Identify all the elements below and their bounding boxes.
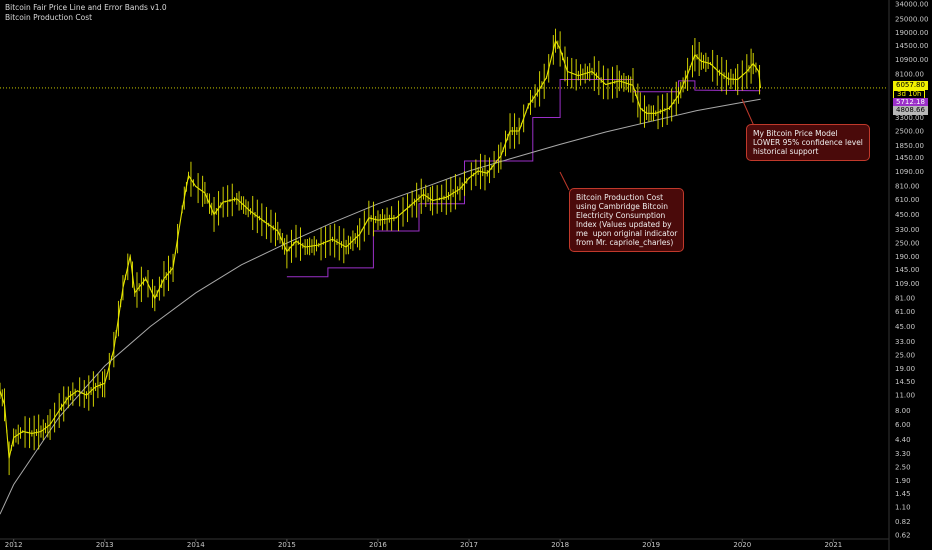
y-tick-label: 330.00 [895, 226, 920, 234]
x-tick-label: 2019 [642, 541, 660, 549]
y-tick-label: 25.00 [895, 352, 915, 360]
support-curve-line [0, 98, 761, 515]
y-tick-label: 610.00 [895, 196, 920, 204]
y-tick-label: 34000.00 [895, 1, 928, 9]
x-tick-label: 2012 [5, 541, 23, 549]
x-tick-label: 2013 [96, 541, 114, 549]
model-support-callout: My Bitcoin Price Model LOWER 95% confide… [746, 124, 870, 161]
y-tick-label: 145.00 [895, 266, 920, 274]
y-tick-label: 81.00 [895, 294, 915, 302]
x-tick-label: 2015 [278, 541, 296, 549]
y-tick-label: 1.10 [895, 504, 911, 512]
last-price-tag: 6057.80 [893, 81, 928, 90]
plot-area [0, 0, 890, 550]
y-tick-label: 190.00 [895, 253, 920, 261]
indicator-legend[interactable]: Bitcoin Fair Price Line and Error Bands … [5, 3, 167, 23]
y-tick-label: 25000.00 [895, 15, 928, 23]
y-tick-label: 250.00 [895, 240, 920, 248]
y-tick-label: 1090.00 [895, 168, 924, 176]
y-tick-label: 14.50 [895, 378, 915, 386]
y-tick-label: 14500.00 [895, 42, 928, 50]
y-tick-label: 19000.00 [895, 29, 928, 37]
production-cost-callout: Bitcoin Production Cost using Cambridge … [569, 188, 685, 252]
price-axis[interactable]: 34000.00 25000.00 19000.00 14500.00 10900.00… [895, 1, 928, 540]
y-tick-label: 1.45 [895, 490, 911, 498]
y-tick-label: 1.90 [895, 477, 911, 485]
y-tick-label: 33.00 [895, 338, 915, 346]
y-tick-label: 450.00 [895, 211, 920, 219]
y-tick-label: 2.50 [895, 464, 911, 472]
y-tick-label: 109.00 [895, 280, 920, 288]
y-tick-label: 4.40 [895, 436, 911, 444]
y-tick-label: 45.00 [895, 323, 915, 331]
y-tick-label: 1450.00 [895, 154, 924, 162]
y-tick-label: 3300.00 [895, 114, 924, 122]
y-tick-label: 810.00 [895, 182, 920, 190]
x-tick-label: 2021 [824, 541, 842, 549]
y-tick-label: 0.82 [895, 518, 911, 526]
support-callout-pointer [741, 98, 755, 127]
x-tick-label: 2020 [733, 541, 751, 549]
legend-fair-price[interactable]: Bitcoin Fair Price Line and Error Bands … [5, 3, 167, 12]
y-tick-label: 0.62 [895, 532, 911, 540]
time-axis[interactable]: 2012 2013 2014 2015 2016 2017 2018 2019 2020 2021 [5, 539, 843, 549]
y-tick-label: 2500.00 [895, 128, 924, 136]
production-cost-tag: 5712.18 [893, 98, 928, 107]
y-tick-label: 6.00 [895, 421, 911, 429]
y-tick-label: 11.00 [895, 392, 915, 400]
y-tick-label: 10900.00 [895, 56, 928, 64]
x-tick-label: 2016 [369, 541, 387, 549]
production-cost-line [286, 79, 761, 278]
y-tick-label: 61.00 [895, 308, 915, 316]
support-level-tag: 4808.66 [893, 106, 928, 115]
y-tick-label: 1850.00 [895, 142, 924, 150]
production-callout-pointer [559, 171, 570, 191]
y-tick-label: 8.00 [895, 407, 911, 415]
x-tick-label: 2018 [551, 541, 569, 549]
x-tick-label: 2017 [460, 541, 478, 549]
y-tick-label: 8100.00 [895, 70, 924, 78]
legend-production-cost[interactable]: Bitcoin Production Cost [5, 13, 93, 22]
y-tick-label: 3.30 [895, 450, 911, 458]
x-tick-label: 2014 [187, 541, 205, 549]
y-tick-label: 19.00 [895, 365, 915, 373]
